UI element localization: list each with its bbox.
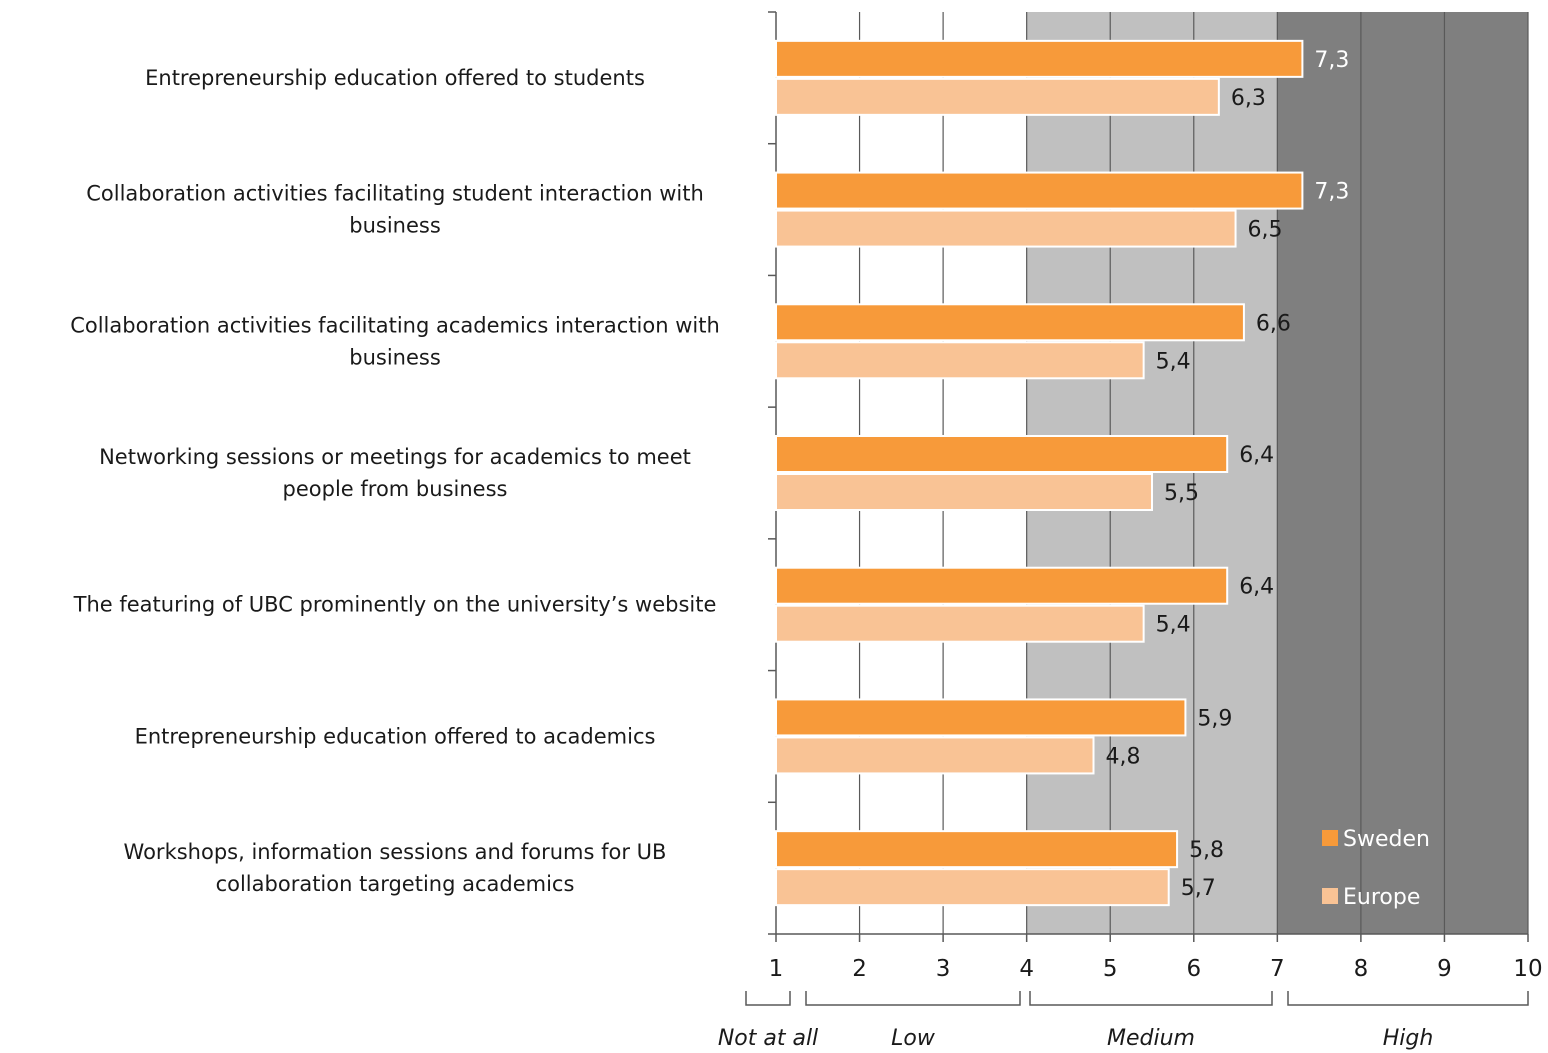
value-label-sweden: 6,6 — [1256, 311, 1291, 336]
category-label: Workshops, information sessions and foru… — [124, 840, 667, 864]
legend-swatch-sweden — [1322, 830, 1338, 846]
x-tick-label: 7 — [1270, 956, 1285, 982]
value-label-sweden: 7,3 — [1314, 180, 1349, 205]
band-shade — [1277, 12, 1528, 934]
bar-sweden — [775, 566, 1229, 605]
x-tick-label: 1 — [769, 956, 784, 982]
band-bracket — [805, 991, 1021, 1006]
value-label-europe: 5,5 — [1164, 481, 1199, 506]
category-label: Entrepreneurship education offered to st… — [145, 66, 645, 90]
legend: Sweden Europe — [1322, 827, 1430, 910]
value-label-europe: 5,4 — [1156, 613, 1191, 638]
value-labels: 7,3 6,3 7,3 6,5 6,6 5,4 6,4 5,5 6,4 5,4 5,9 4,8 5,8 5… — [1106, 48, 1350, 901]
category-label: Collaboration activities facilitating st… — [86, 182, 704, 206]
category-label: business — [349, 214, 441, 238]
x-tick-label: 5 — [1103, 956, 1118, 982]
legend-label-sweden: Sweden — [1343, 827, 1430, 852]
bar-sweden — [775, 39, 1304, 78]
value-label-europe: 6,5 — [1248, 218, 1283, 243]
band-brackets: Not at all Low Medium High — [718, 991, 1529, 1051]
x-tick-label: 6 — [1186, 956, 1201, 982]
value-label-europe: 6,3 — [1231, 86, 1266, 111]
x-tick-labels: 1 2 3 4 5 6 7 8 9 10 — [769, 956, 1543, 982]
band-bracket — [1029, 991, 1273, 1006]
value-label-europe: 5,4 — [1156, 349, 1191, 374]
band-label: Medium — [1107, 1026, 1195, 1051]
value-label-sweden: 5,9 — [1197, 706, 1232, 731]
x-tick-label: 3 — [936, 956, 951, 982]
bar-europe — [775, 604, 1145, 643]
category-label: business — [349, 345, 441, 369]
category-label: Entrepreneurship education offered to ac… — [135, 724, 656, 748]
bars — [775, 39, 1304, 907]
value-label-europe: 5,7 — [1181, 876, 1216, 901]
bar-sweden — [775, 698, 1187, 737]
value-label-sweden: 6,4 — [1239, 443, 1274, 468]
x-tick-label: 10 — [1513, 956, 1542, 982]
legend-label-europe: Europe — [1343, 885, 1420, 910]
bar-sweden — [775, 303, 1245, 342]
bar-europe — [775, 868, 1170, 907]
x-tick-label: 8 — [1354, 956, 1369, 982]
bar-europe — [775, 77, 1220, 116]
band-label: High — [1383, 1026, 1434, 1051]
x-tick-label: 4 — [1019, 956, 1034, 982]
bar-europe — [775, 473, 1153, 511]
category-label: Networking sessions or meetings for acad… — [99, 445, 691, 469]
category-label: The featuring of UBC prominently on the … — [73, 593, 717, 617]
category-label: people from business — [283, 477, 508, 501]
bar-sweden — [775, 435, 1229, 473]
bar-europe — [775, 736, 1095, 775]
category-label: Collaboration activities facilitating ac… — [70, 313, 720, 337]
x-tick-label: 2 — [852, 956, 867, 982]
legend-swatch-europe — [1322, 888, 1338, 904]
bar-sweden — [775, 830, 1179, 869]
category-label: collaboration targeting academics — [216, 872, 575, 896]
value-label-sweden: 6,4 — [1239, 575, 1274, 600]
band-label: Low — [891, 1026, 936, 1051]
band-backgrounds — [1026, 12, 1528, 934]
band-label: Not at all — [718, 1026, 818, 1051]
band-bracket — [745, 991, 791, 1006]
band-bracket — [1287, 991, 1529, 1006]
value-label-europe: 4,8 — [1106, 744, 1141, 769]
bar-europe — [775, 341, 1145, 380]
bar-sweden — [775, 171, 1304, 210]
bar-europe — [775, 209, 1237, 248]
x-tick-label: 9 — [1437, 956, 1452, 982]
value-label-sweden: 5,8 — [1189, 838, 1224, 863]
value-label-sweden: 7,3 — [1314, 48, 1349, 73]
category-labels: Entrepreneurship education offered to st… — [70, 66, 720, 896]
